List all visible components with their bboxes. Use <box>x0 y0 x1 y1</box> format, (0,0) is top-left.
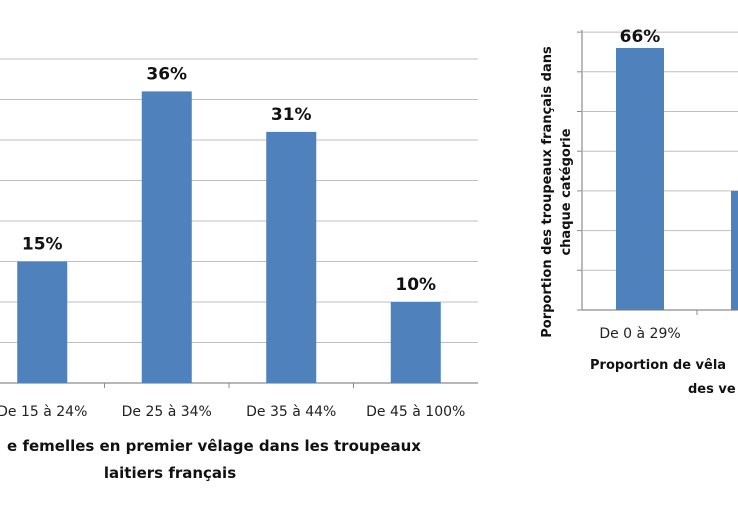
bar <box>17 261 68 383</box>
bar <box>266 131 317 383</box>
data-label: 66% <box>620 27 661 47</box>
x-tick-label: De 35 à 44% <box>246 404 336 420</box>
data-label: 15% <box>22 235 63 255</box>
chart-left: 15% De 15 à 24% 36% De 25 à 34% 31% De 35 à 4… <box>0 58 478 482</box>
y-axis-title-line2: chaque catégorie <box>559 128 574 255</box>
data-label: 31% <box>271 105 312 125</box>
x-axis-title-line1: e femelles en premier vêlage dans les tr… <box>7 437 421 455</box>
data-label: 36% <box>146 64 187 84</box>
data-label: 10% <box>395 275 436 295</box>
bar <box>731 190 738 310</box>
bar <box>390 302 441 383</box>
bar <box>616 47 664 310</box>
x-axis-title-line2: des ve <box>688 382 736 397</box>
x-tick-label: De 15 à 24% <box>0 404 87 420</box>
bar <box>141 91 192 384</box>
y-axis-title-line1: Porportion des troupeaux français dans <box>540 46 555 338</box>
x-tick-label: De 0 à 29% <box>599 326 680 342</box>
x-tick-label: De 25 à 34% <box>122 404 212 420</box>
x-axis-title-line1: Proportion de vêla <box>590 358 726 373</box>
x-axis-title-line2: laitiers français <box>104 464 236 482</box>
x-tick-label: De 45 à 100% <box>366 404 465 420</box>
